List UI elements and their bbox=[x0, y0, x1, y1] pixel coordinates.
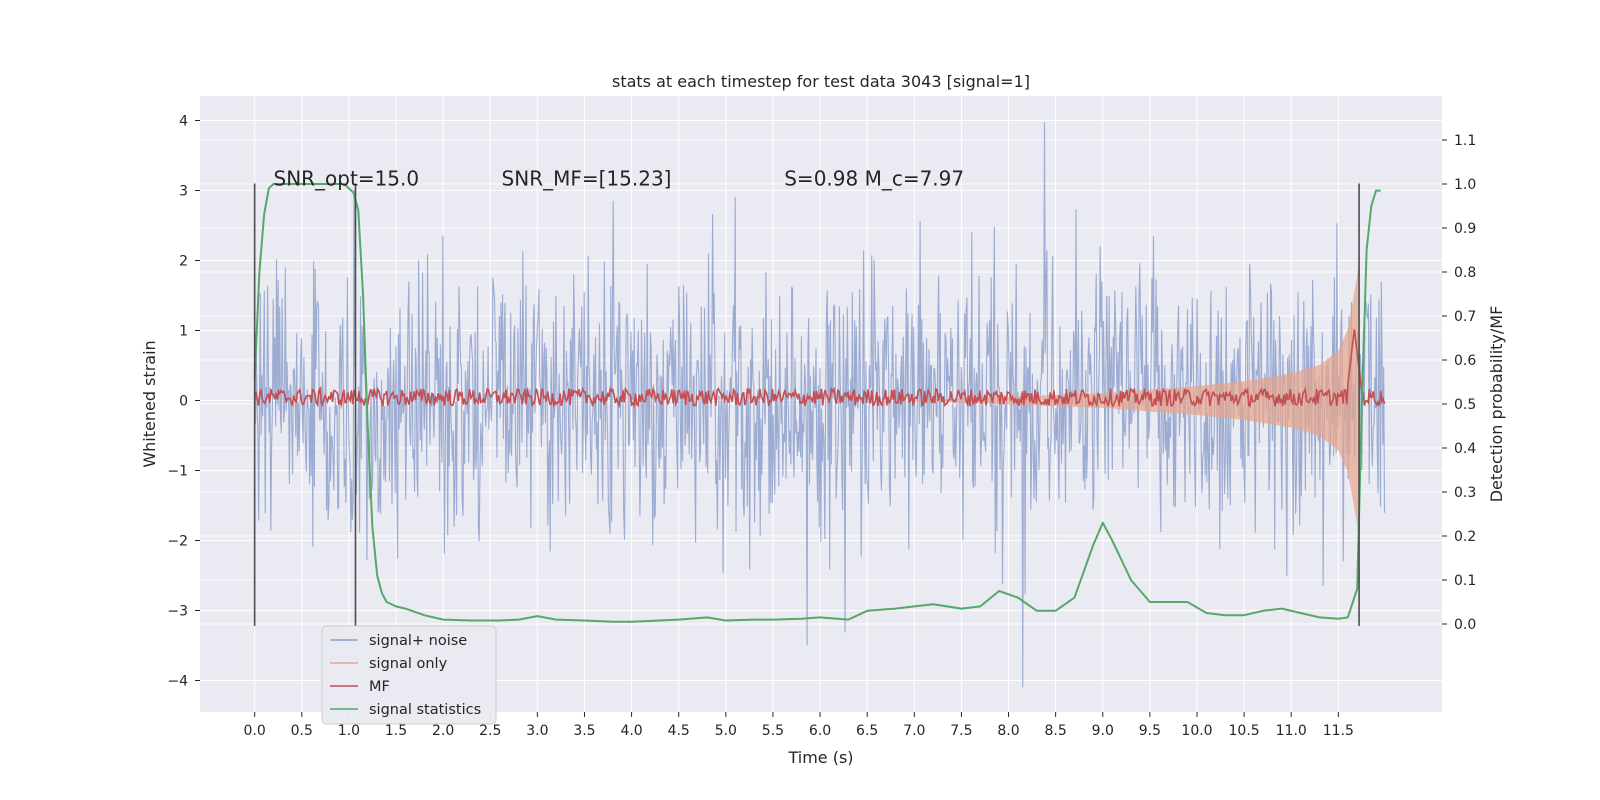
x-tick-label-3: 1.5 bbox=[385, 723, 407, 739]
x-tick-label-18: 9.0 bbox=[1092, 723, 1114, 739]
x-tick-label-2: 1.0 bbox=[338, 723, 360, 739]
x-tick-label-23: 11.5 bbox=[1323, 723, 1354, 739]
x-axis-title: Time (s) bbox=[787, 748, 853, 767]
annotation-snr-opt: SNR_opt=15.0 bbox=[274, 167, 420, 191]
legend-box bbox=[321, 625, 497, 725]
y2-tick-label-4: 0.4 bbox=[1454, 441, 1476, 457]
annotation-s-mc: S=0.98 M_c=7.97 bbox=[784, 167, 964, 191]
y-axis-title: Whitened strain bbox=[140, 340, 159, 467]
y-tick-label-5: 1 bbox=[179, 324, 188, 340]
y-tick-label-6: 2 bbox=[179, 254, 188, 270]
annotation-layer: SNR_opt=15.0 SNR_MF=[15.23] S=0.98 M_c=7.9… bbox=[274, 167, 965, 191]
x-tick-label-10: 5.0 bbox=[715, 723, 737, 739]
y2-tick-label-8: 0.8 bbox=[1454, 265, 1476, 281]
y2-axis-title: Detection probability/MF bbox=[1487, 306, 1506, 503]
y-tick-label-2: −2 bbox=[167, 534, 188, 550]
x-tick-label-11: 5.5 bbox=[762, 723, 784, 739]
legend-label-signal-only: signal only bbox=[369, 656, 448, 672]
legend: signal+ noise signal only MF signal stat… bbox=[321, 625, 497, 725]
x-tick-label-15: 7.5 bbox=[950, 723, 972, 739]
y2-tick-label-10: 1.0 bbox=[1454, 177, 1476, 193]
tick-layer: 0.0 0.5 1.0 1.5 2.0 2.5 3.0 3.5 4.0 4.5 5.0 5.5 6.0 6… bbox=[167, 114, 1476, 740]
x-tick-label-17: 8.5 bbox=[1045, 723, 1067, 739]
y-tick-label-7: 3 bbox=[179, 184, 188, 200]
y2-tick-label-2: 0.2 bbox=[1454, 529, 1476, 545]
legend-label-signal-noise: signal+ noise bbox=[369, 633, 467, 649]
x-tick-label-4: 2.0 bbox=[432, 723, 454, 739]
x-tick-label-8: 4.0 bbox=[620, 723, 642, 739]
x-tick-label-5: 2.5 bbox=[479, 723, 501, 739]
series-mf-line bbox=[253, 329, 1386, 409]
x-tick-label-19: 9.5 bbox=[1139, 723, 1161, 739]
y2-tick-label-5: 0.5 bbox=[1454, 397, 1476, 413]
x-tick-label-9: 4.5 bbox=[668, 723, 690, 739]
y-tick-label-3: −1 bbox=[167, 464, 188, 480]
x-tick-label-12: 6.0 bbox=[809, 723, 831, 739]
y2-tick-label-3: 0.3 bbox=[1454, 485, 1476, 501]
x-tick-label-14: 7.0 bbox=[903, 723, 925, 739]
y2-tick-label-9: 0.9 bbox=[1454, 221, 1476, 237]
y2-tick-label-11: 1.1 bbox=[1454, 133, 1476, 149]
y-tick-label-8: 4 bbox=[179, 114, 188, 130]
y2-tick-label-6: 0.6 bbox=[1454, 353, 1476, 369]
y-tick-label-0: −4 bbox=[167, 674, 188, 690]
x-tick-label-21: 10.5 bbox=[1229, 723, 1260, 739]
x-tick-label-13: 6.5 bbox=[856, 723, 878, 739]
x-tick-label-0: 0.0 bbox=[244, 723, 266, 739]
y2-tick-label-0: 0.0 bbox=[1454, 617, 1476, 633]
x-tick-label-20: 10.0 bbox=[1181, 723, 1212, 739]
chart-title: stats at each timestep for test data 304… bbox=[612, 72, 1030, 91]
x-tick-label-16: 8.0 bbox=[997, 723, 1019, 739]
y-tick-label-4: 0 bbox=[179, 394, 188, 410]
y2-tick-label-1: 0.1 bbox=[1454, 573, 1476, 589]
x-tick-label-7: 3.5 bbox=[573, 723, 595, 739]
series-signal-statistics-line bbox=[253, 183, 1381, 623]
legend-label-mf: MF bbox=[369, 679, 390, 695]
y-tick-label-1: −3 bbox=[167, 604, 188, 620]
series-signal-noise-line bbox=[254, 121, 1386, 688]
x-tick-label-22: 11.0 bbox=[1276, 723, 1307, 739]
x-tick-label-6: 3.0 bbox=[526, 723, 548, 739]
x-tick-label-1: 0.5 bbox=[291, 723, 313, 739]
y2-tick-label-7: 0.7 bbox=[1454, 309, 1476, 325]
annotation-snr-mf: SNR_MF=[15.23] bbox=[502, 167, 672, 191]
legend-label-signal-statistics: signal statistics bbox=[369, 702, 481, 718]
plot-layer bbox=[253, 121, 1386, 688]
